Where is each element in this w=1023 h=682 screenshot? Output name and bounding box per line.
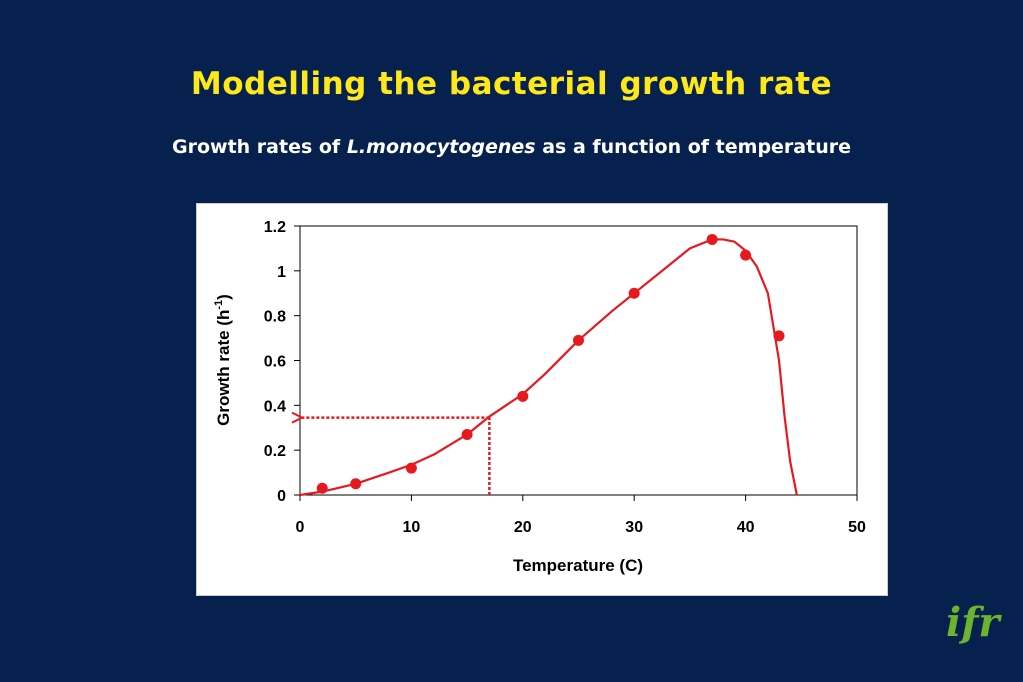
- x-tick-label: 20: [514, 519, 532, 536]
- annotation-lines: [302, 418, 491, 495]
- x-tick-label: 30: [625, 519, 643, 536]
- x-tick-label: 10: [403, 519, 421, 536]
- subtitle-prefix: Growth rates of: [172, 136, 347, 158]
- data-point: [628, 287, 640, 299]
- x-tick-label: 50: [848, 519, 866, 536]
- y-axis-label-close: ): [214, 294, 233, 300]
- x-axis: 0 10 20 30 40 50: [296, 495, 866, 536]
- x-tick-label: 0: [296, 519, 305, 536]
- y-tick-label: 0.2: [264, 443, 286, 460]
- data-point: [461, 428, 473, 440]
- subtitle-species: L.monocytogenes: [346, 136, 536, 158]
- growth-rate-chart: 0 0.2 0.4 0.6 0.8 1 1.2 0 10 20 30 40 50 Temperatur…: [213, 219, 866, 575]
- data-point: [740, 249, 752, 261]
- data-point: [706, 233, 718, 245]
- data-point: [350, 478, 362, 490]
- y-tick-label: 0: [277, 488, 286, 505]
- y-axis: 0 0.2 0.4 0.6 0.8 1 1.2: [264, 219, 300, 505]
- y-tick-label: 1: [277, 264, 286, 281]
- ifr-logo-text: ifr: [946, 599, 1002, 646]
- slide-subtitle: Growth rates of L.monocytogenes as a fun…: [0, 136, 1023, 158]
- y-tick-label: 0.8: [264, 309, 286, 326]
- y-axis-label-main: Growth rate (h: [214, 310, 233, 426]
- x-tick-label: 40: [737, 519, 755, 536]
- slide-title: Modelling the bacterial growth rate: [190, 66, 833, 102]
- y-axis-label-superscript: -1: [213, 300, 225, 310]
- y-tick-label: 1.2: [264, 219, 286, 236]
- data-point: [316, 482, 328, 494]
- y-tick-label: 0.4: [264, 398, 286, 415]
- data-point: [773, 330, 785, 342]
- plot-area: [299, 225, 858, 496]
- chart-panel: 0 0.2 0.4 0.6 0.8 1 1.2 0 10 20 30 40 50 Temperatur…: [196, 203, 888, 596]
- data-point: [517, 390, 529, 402]
- x-axis-label: Temperature (C): [513, 556, 643, 575]
- y-axis-label: Growth rate (h-1): [213, 294, 233, 426]
- subtitle-suffix: as a function of temperature: [535, 136, 851, 158]
- data-point: [405, 462, 417, 474]
- data-point: [573, 334, 584, 346]
- ifr-logo: ifr: [946, 599, 1002, 646]
- data-points-group: [316, 233, 785, 494]
- y-tick-label: 0.6: [264, 354, 286, 371]
